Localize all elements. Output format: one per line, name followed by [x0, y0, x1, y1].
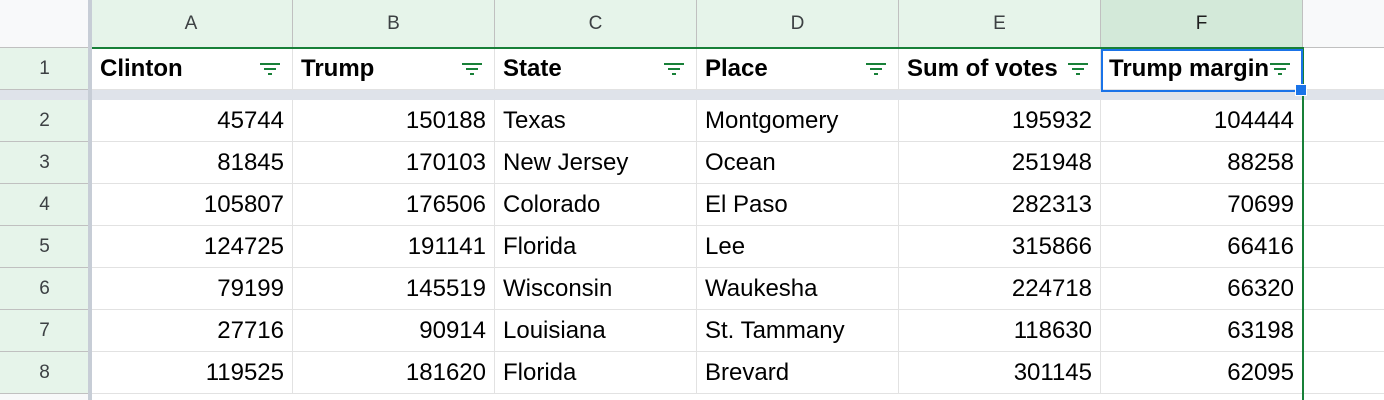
cell-trump[interactable]: 90914 [293, 310, 495, 352]
empty-cell[interactable] [1303, 49, 1384, 90]
cell-clinton[interactable]: 45744 [92, 100, 293, 142]
cell-trump-margin[interactable]: 66416 [1101, 226, 1303, 268]
cell-clinton[interactable]: 119525 [92, 352, 293, 394]
cell-trump-margin[interactable]: 63198 [1101, 310, 1303, 352]
cell-place[interactable]: Montgomery [697, 100, 899, 142]
row-header-1[interactable]: 1 [0, 48, 90, 90]
header-label: Trump margin [1109, 55, 1270, 82]
cell-clinton[interactable]: 79199 [92, 268, 293, 310]
cell-trump-margin[interactable]: 66320 [1101, 268, 1303, 310]
cell-trump[interactable]: 181620 [293, 352, 495, 394]
cell-sum-of-votes[interactable]: 224718 [899, 268, 1101, 310]
filter-icon[interactable] [662, 57, 686, 81]
empty-cell[interactable] [1303, 184, 1384, 226]
cell-clinton[interactable]: 105807 [92, 184, 293, 226]
empty-cell[interactable] [1303, 142, 1384, 184]
filter-icon[interactable] [864, 57, 888, 81]
header-cell-trump-margin[interactable]: Trump margin [1101, 49, 1303, 90]
column-header-e[interactable]: E [899, 0, 1101, 48]
cell-clinton[interactable]: 124725 [92, 226, 293, 268]
row-header-3[interactable]: 3 [0, 142, 90, 184]
filter-icon[interactable] [460, 57, 484, 81]
cell-sum-of-votes[interactable]: 315866 [899, 226, 1101, 268]
freeze-bar-horizontal[interactable] [0, 90, 1384, 100]
column-header-f[interactable]: F [1101, 0, 1303, 48]
column-header-a[interactable]: A [90, 0, 293, 48]
cell-state[interactable]: Florida [495, 226, 697, 268]
select-all-corner[interactable] [0, 0, 90, 48]
cell-state[interactable]: Wisconsin [495, 268, 697, 310]
header-cell-place[interactable]: Place [697, 49, 899, 90]
cell-place[interactable]: Waukesha [697, 268, 899, 310]
cell-state[interactable]: Texas [495, 100, 697, 142]
cell-trump[interactable]: 191141 [293, 226, 495, 268]
header-label: Place [705, 55, 768, 82]
freeze-bar-vertical[interactable] [88, 48, 92, 400]
header-label: Trump [301, 55, 375, 82]
cell-place[interactable]: El Paso [697, 184, 899, 226]
cell-trump-margin[interactable]: 62095 [1101, 352, 1303, 394]
cell-state[interactable]: New Jersey [495, 142, 697, 184]
column-header-empty[interactable] [1303, 0, 1384, 48]
cell-sum-of-votes[interactable]: 301145 [899, 352, 1101, 394]
cell-clinton[interactable]: 27716 [92, 310, 293, 352]
empty-cell[interactable] [1303, 100, 1384, 142]
filter-icon[interactable] [1066, 57, 1090, 81]
cell-sum-of-votes[interactable]: 282313 [899, 184, 1101, 226]
header-label: State [503, 55, 562, 82]
cell-sum-of-votes[interactable]: 118630 [899, 310, 1101, 352]
cell-sum-of-votes[interactable]: 195932 [899, 100, 1101, 142]
cell-trump[interactable]: 145519 [293, 268, 495, 310]
empty-cell[interactable] [1303, 226, 1384, 268]
empty-cell[interactable] [1303, 268, 1384, 310]
row-header-5[interactable]: 5 [0, 226, 90, 268]
row-header-4[interactable]: 4 [0, 184, 90, 226]
cell-trump-margin[interactable]: 104444 [1101, 100, 1303, 142]
cell-sum-of-votes[interactable]: 251948 [899, 142, 1101, 184]
filter-icon[interactable] [1268, 57, 1292, 81]
filter-icon[interactable] [258, 57, 282, 81]
empty-cell[interactable] [1303, 310, 1384, 352]
cell-trump[interactable]: 176506 [293, 184, 495, 226]
row-header-2[interactable]: 2 [0, 100, 90, 142]
header-cell-clinton[interactable]: Clinton [92, 49, 293, 90]
filter-range-right-border [1302, 48, 1304, 400]
fill-handle[interactable] [1295, 84, 1307, 96]
cell-trump-margin[interactable]: 88258 [1101, 142, 1303, 184]
cell-state[interactable]: Colorado [495, 184, 697, 226]
cell-state[interactable]: Florida [495, 352, 697, 394]
header-label: Clinton [100, 55, 183, 82]
row-header-6[interactable]: 6 [0, 268, 90, 310]
column-header-d[interactable]: D [697, 0, 899, 48]
header-cell-state[interactable]: State [495, 49, 697, 90]
column-header-b[interactable]: B [293, 0, 495, 48]
cell-trump[interactable]: 170103 [293, 142, 495, 184]
cell-trump-margin[interactable]: 70699 [1101, 184, 1303, 226]
row-header-8[interactable]: 8 [0, 352, 90, 394]
cell-place[interactable]: Ocean [697, 142, 899, 184]
cell-state[interactable]: Louisiana [495, 310, 697, 352]
cell-clinton[interactable]: 81845 [92, 142, 293, 184]
row-header-7[interactable]: 7 [0, 310, 90, 352]
cell-place[interactable]: Brevard [697, 352, 899, 394]
header-cell-trump[interactable]: Trump [293, 49, 495, 90]
column-header-c[interactable]: C [495, 0, 697, 48]
header-cell-sum-of-votes[interactable]: Sum of votes [899, 49, 1101, 90]
row-header-9[interactable] [0, 394, 90, 400]
freeze-handle-vertical[interactable] [88, 0, 92, 48]
cell-place[interactable]: Lee [697, 226, 899, 268]
cell-trump[interactable]: 150188 [293, 100, 495, 142]
cell-place[interactable]: St. Tammany [697, 310, 899, 352]
header-label: Sum of votes [907, 55, 1058, 82]
filter-range-top-border [92, 47, 1304, 49]
empty-cell[interactable] [1303, 352, 1384, 394]
